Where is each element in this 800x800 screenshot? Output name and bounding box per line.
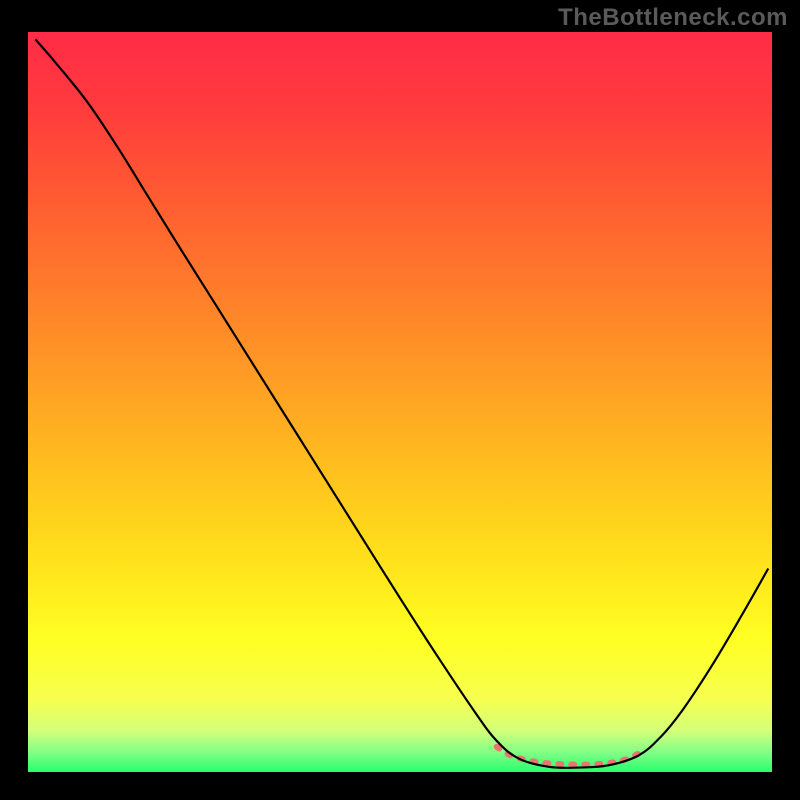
gradient-background	[28, 32, 772, 772]
watermark-text: TheBottleneck.com	[558, 4, 788, 32]
chart-svg	[28, 32, 772, 772]
plot-area	[28, 32, 772, 772]
chart-container: TheBottleneck.com	[0, 0, 800, 800]
